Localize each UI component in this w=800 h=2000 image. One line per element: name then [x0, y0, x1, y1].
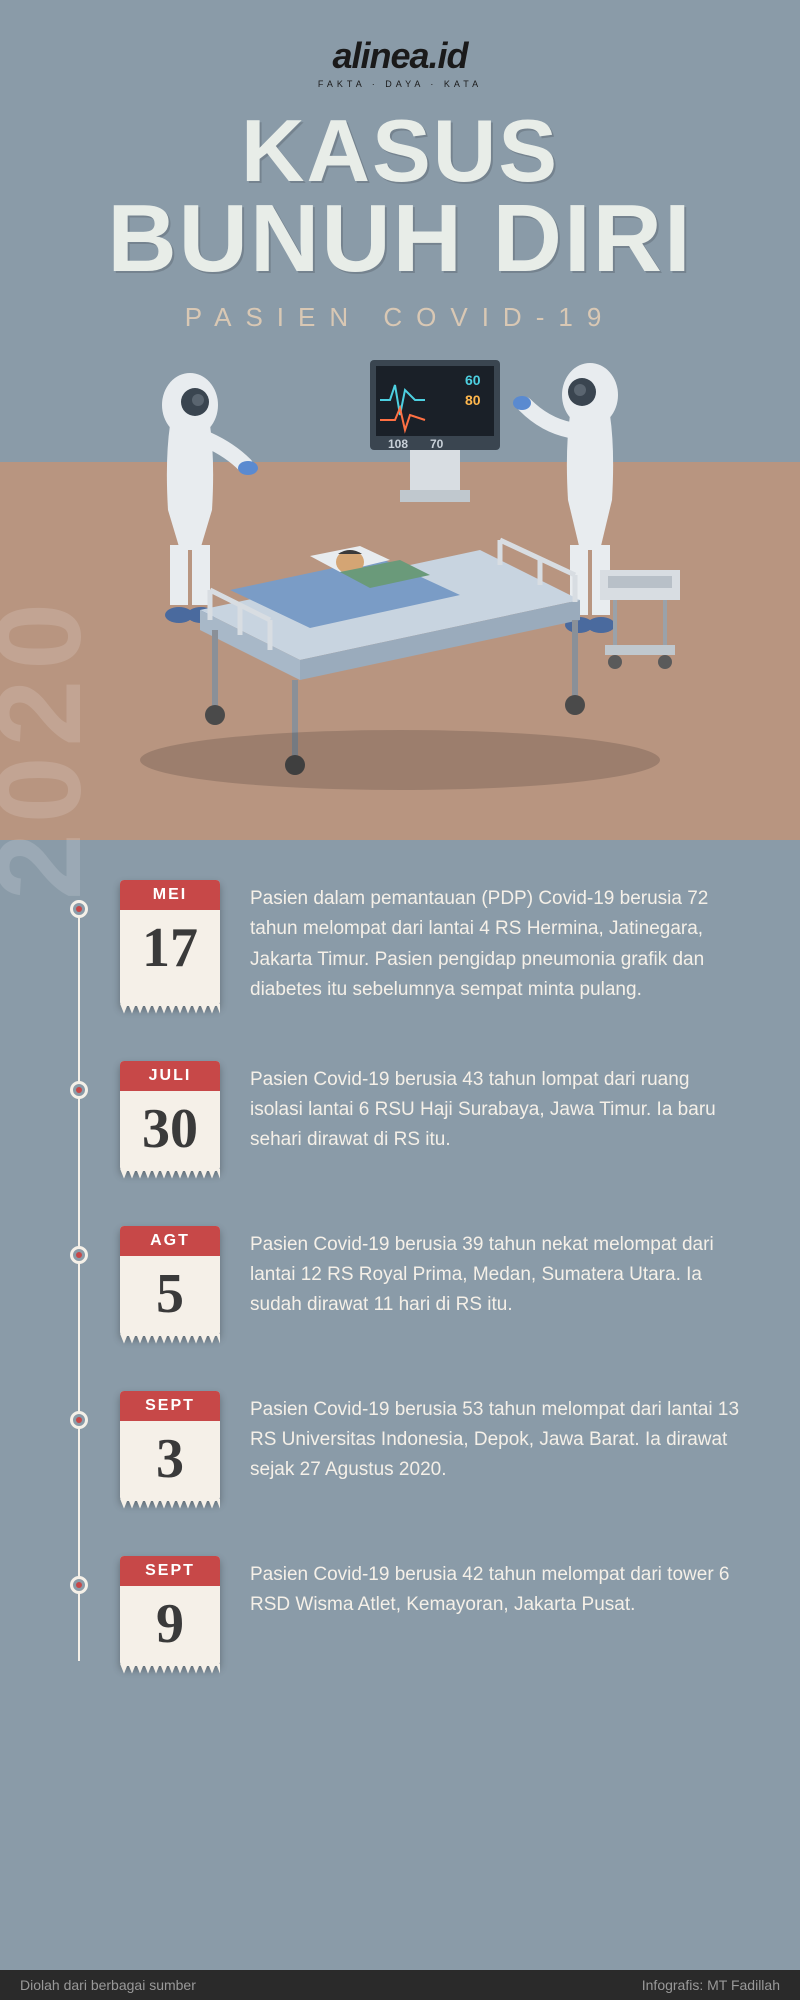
timeline-line — [78, 900, 80, 1661]
timeline-item: AGT 5 Pasien Covid-19 berusia 39 tahun n… — [120, 1226, 740, 1336]
calendar-day: 3 — [120, 1421, 220, 1493]
calendar-day: 30 — [120, 1091, 220, 1163]
timeline-text: Pasien Covid-19 berusia 43 tahun lompat … — [250, 1061, 740, 1171]
infographic-container: alinea.id FAKTA · DAYA · KATA KASUS BUNU… — [0, 0, 800, 1970]
timeline-item: JULI 30 Pasien Covid-19 berusia 43 tahun… — [120, 1061, 740, 1171]
timeline-text: Pasien Covid-19 berusia 42 tahun melompa… — [250, 1556, 740, 1666]
brand-name: alinea.id — [0, 35, 800, 77]
calendar-month: MEI — [120, 880, 220, 910]
timeline-dot-icon — [70, 900, 88, 918]
brand-tagline: FAKTA · DAYA · KATA — [0, 79, 800, 89]
timeline-dot-icon — [70, 1576, 88, 1594]
svg-text:70: 70 — [430, 437, 444, 451]
hospital-illustration: 60 80 108 70 — [80, 330, 720, 810]
timeline-text: Pasien Covid-19 berusia 39 tahun nekat m… — [250, 1226, 740, 1336]
calendar-day: 9 — [120, 1586, 220, 1658]
calendar-card: SEPT 3 — [120, 1391, 220, 1501]
calendar-card: MEI 17 — [120, 880, 220, 1006]
timeline-item: SEPT 3 Pasien Covid-19 berusia 53 tahun … — [120, 1391, 740, 1501]
timeline-dot-icon — [70, 1411, 88, 1429]
calendar-card: JULI 30 — [120, 1061, 220, 1171]
calendar-month: SEPT — [120, 1556, 220, 1586]
title-line2: BUNUH DIRI — [0, 193, 800, 284]
calendar-card: SEPT 9 — [120, 1556, 220, 1666]
title-block: KASUS BUNUH DIRI PASIEN COVID-19 — [0, 109, 800, 333]
title-line1: KASUS — [0, 109, 800, 193]
calendar-month: SEPT — [120, 1391, 220, 1421]
calendar-month: AGT — [120, 1226, 220, 1256]
timeline-text: Pasien dalam pemantauan (PDP) Covid-19 b… — [250, 880, 740, 1006]
timeline-section: 2020 MEI 17 Pasien dalam pemantauan (PDP… — [0, 840, 800, 1761]
calendar-month: JULI — [120, 1061, 220, 1091]
svg-text:80: 80 — [465, 392, 481, 408]
footer-source: Diolah dari berbagai sumber — [20, 1977, 196, 1993]
footer-credit: Infografis: MT Fadillah — [642, 1977, 780, 1993]
timeline-item: MEI 17 Pasien dalam pemantauan (PDP) Cov… — [120, 880, 740, 1006]
timeline-dot-icon — [70, 1081, 88, 1099]
timeline-text: Pasien Covid-19 berusia 53 tahun melompa… — [250, 1391, 740, 1501]
calendar-card: AGT 5 — [120, 1226, 220, 1336]
subtitle: PASIEN COVID-19 — [0, 302, 800, 333]
svg-text:108: 108 — [388, 437, 408, 451]
year-label: 2020 — [0, 593, 108, 900]
calendar-day: 5 — [120, 1256, 220, 1328]
timeline-item: SEPT 9 Pasien Covid-19 berusia 42 tahun … — [120, 1556, 740, 1666]
svg-text:60: 60 — [465, 372, 481, 388]
timeline-dot-icon — [70, 1246, 88, 1264]
footer: Diolah dari berbagai sumber Infografis: … — [0, 1970, 800, 2000]
calendar-day: 17 — [120, 910, 220, 982]
header-section: alinea.id FAKTA · DAYA · KATA KASUS BUNU… — [0, 0, 800, 840]
brand-block: alinea.id FAKTA · DAYA · KATA — [0, 0, 800, 89]
